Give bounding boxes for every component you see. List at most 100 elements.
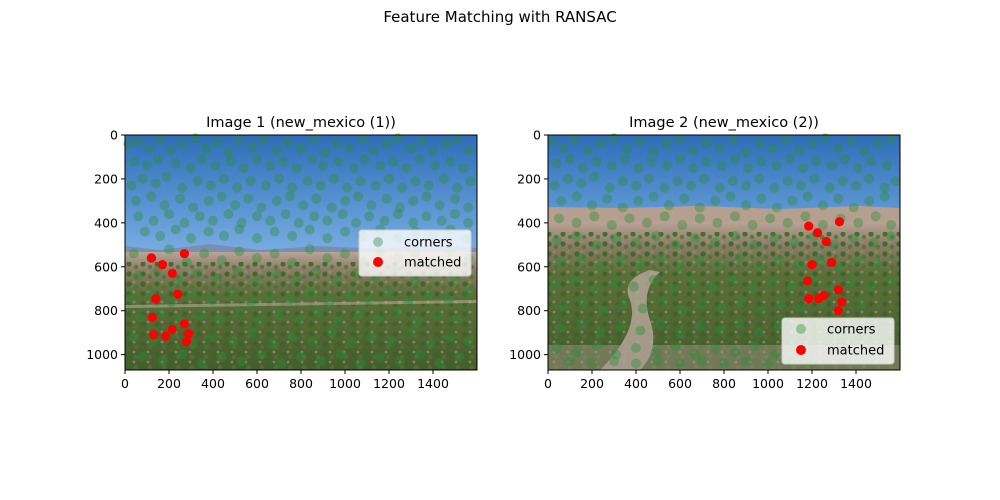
- corners-point: [868, 237, 879, 248]
- corners-point: [232, 266, 243, 277]
- corners-point: [576, 318, 586, 329]
- corners-point: [170, 224, 181, 235]
- corners-point: [829, 239, 839, 250]
- corners-point: [549, 279, 560, 290]
- corners-point: [146, 191, 157, 202]
- corners-point: [796, 180, 806, 191]
- matched-point: [184, 329, 194, 339]
- corners-point: [769, 233, 780, 244]
- corners-point: [236, 217, 247, 228]
- corners-point: [144, 143, 155, 154]
- corners-point: [436, 215, 447, 226]
- corners-point: [212, 137, 223, 148]
- corners-point: [315, 180, 326, 191]
- legend-label-corners: corners: [404, 236, 453, 251]
- corners-point: [342, 182, 353, 193]
- corners-point: [710, 343, 721, 354]
- corners-point: [309, 211, 320, 222]
- corners-point: [223, 147, 234, 158]
- corners-point: [463, 288, 474, 299]
- corners-point: [348, 162, 359, 173]
- corners-point: [765, 213, 776, 224]
- corners-point: [212, 272, 223, 283]
- corners-point: [434, 358, 445, 369]
- corners-point: [463, 217, 474, 228]
- x-tick-label: 1200: [373, 376, 405, 391]
- corners-point: [565, 356, 575, 367]
- x-tick-label: 800: [289, 376, 313, 391]
- corners-point: [668, 283, 679, 294]
- corners-point: [381, 193, 392, 204]
- corners-point: [216, 255, 227, 266]
- corners-point: [807, 138, 817, 149]
- axes-title: Image 1 (new_mexico (1)): [206, 115, 396, 131]
- matched-point: [179, 319, 189, 329]
- corners-point: [864, 173, 875, 184]
- corners-point: [562, 173, 573, 184]
- corners-point: [571, 191, 582, 202]
- corners-point: [756, 156, 767, 167]
- corners-point: [304, 224, 315, 235]
- corners-point: [443, 294, 454, 305]
- matched-point: [812, 228, 823, 238]
- x-tick-label: 0: [544, 376, 552, 391]
- corners-point: [631, 358, 641, 369]
- corners-point: [320, 147, 331, 158]
- corners-point: [311, 193, 322, 204]
- corners-point: [694, 255, 705, 266]
- corners-point: [131, 195, 141, 206]
- corners-point: [741, 356, 751, 367]
- corners-point: [315, 356, 326, 367]
- corners-point: [782, 217, 793, 228]
- corners-point: [802, 191, 813, 202]
- corners-point: [155, 134, 166, 145]
- corners-point: [335, 349, 346, 360]
- matched-point: [833, 306, 844, 316]
- corners-point: [434, 200, 445, 211]
- corners-point: [631, 237, 641, 248]
- corners-point: [688, 162, 699, 173]
- corners-point: [624, 213, 635, 224]
- corners-point: [650, 347, 661, 358]
- y-tick-label: 600: [94, 259, 118, 274]
- corners-point: [359, 154, 370, 165]
- corners-point: [661, 160, 672, 171]
- corners-point: [333, 316, 344, 327]
- corners-point: [714, 259, 725, 270]
- corners-point: [285, 191, 295, 202]
- corners-point: [688, 277, 699, 288]
- corners-point: [591, 156, 602, 167]
- corners-point: [177, 182, 188, 193]
- corners-point: [366, 332, 377, 343]
- corners-point: [747, 283, 758, 294]
- corners-point: [650, 231, 661, 242]
- corners-point: [137, 173, 148, 184]
- corners-point: [727, 176, 738, 187]
- corners-point: [701, 156, 712, 167]
- corners-point: [727, 274, 738, 285]
- matched-point: [151, 294, 161, 304]
- corners-point: [133, 136, 144, 147]
- corners-point: [730, 231, 740, 242]
- corners-point: [192, 176, 203, 187]
- corners-point: [611, 233, 622, 244]
- corners-point: [445, 332, 456, 343]
- corners-point: [351, 217, 361, 228]
- corners-point: [556, 323, 567, 334]
- corners-point: [855, 299, 866, 310]
- corners-point: [282, 137, 293, 148]
- corners-point: [866, 156, 877, 167]
- corners-point: [556, 195, 567, 206]
- corners-point: [170, 158, 181, 169]
- corners-point: [269, 248, 280, 259]
- corners-point: [655, 318, 666, 329]
- corners-point: [450, 193, 460, 204]
- corners-point: [302, 176, 313, 187]
- corners-point: [245, 296, 256, 307]
- corners-point: [589, 283, 600, 294]
- corners-point: [853, 162, 864, 173]
- matched-point: [149, 330, 159, 340]
- corners-point: [128, 156, 139, 167]
- corners-point: [406, 143, 416, 154]
- corners-point: [716, 303, 727, 314]
